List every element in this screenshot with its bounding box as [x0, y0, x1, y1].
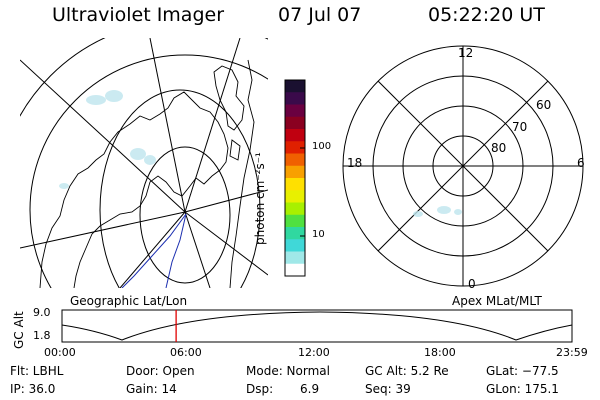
timeline-panel — [61, 309, 573, 343]
glon-info: GLon: 175.1 — [486, 382, 559, 396]
glat-info: GLat: −77.5 — [486, 364, 559, 378]
colorbar-band — [285, 129, 305, 142]
orbit-track-2 — [165, 213, 187, 288]
island-coast — [213, 65, 245, 131]
island-coast-2 — [229, 139, 241, 161]
gc-alt-tick-1: 1.8 — [33, 329, 51, 342]
meridian-6 — [184, 38, 241, 213]
colorbar — [285, 80, 305, 277]
colorbar-band — [285, 227, 305, 240]
meridian-1 — [20, 59, 186, 213]
time-tick-1800: 18:00 — [424, 346, 456, 359]
instrument-title: Ultraviolet Imager — [52, 4, 225, 26]
colorbar-band — [285, 104, 305, 118]
colorbar-band — [285, 178, 305, 191]
colorbar-unit: photon cm⁻²s⁻¹ — [253, 152, 267, 245]
altitude-curve — [61, 311, 573, 341]
door-info: Door: Open — [126, 364, 195, 378]
colorbar-band — [285, 92, 305, 105]
dsp-label: Dsp: — [246, 382, 274, 396]
meridian-5 — [149, 38, 186, 213]
mlt-label-0: 0 — [468, 277, 476, 291]
colorbar-band — [285, 251, 305, 265]
apex-label: Apex MLat/MLT — [452, 294, 542, 308]
meridian-4 — [184, 211, 268, 276]
latitude-circle-outer — [20, 38, 268, 117]
polar-plot — [342, 45, 584, 287]
latitude-circle-mid — [29, 54, 268, 288]
east-coast — [229, 59, 255, 288]
gain-info: Gain: 14 — [126, 382, 177, 396]
dsp-value: 6.9 — [300, 382, 320, 396]
colorbar-label-100: 100 — [312, 141, 332, 152]
colorbar-band — [285, 263, 305, 277]
colorbar-band — [285, 239, 305, 252]
colorbar-band — [285, 141, 305, 154]
timeline-frame — [61, 309, 573, 343]
geographic-label: Geographic Lat/Lon — [70, 294, 188, 308]
colorbar-band — [285, 153, 305, 167]
meridian-2 — [20, 211, 186, 249]
mlt-label-12: 12 — [458, 46, 474, 60]
aurora-patches-polar — [413, 206, 462, 217]
ip-info: IP: 36.0 — [10, 382, 56, 396]
mlt-label-18: 18 — [347, 156, 363, 170]
geographic-map — [20, 38, 268, 288]
time-label: 05:22:20 UT — [428, 4, 545, 26]
colorbar-band — [285, 190, 305, 203]
colorbar-band — [285, 202, 305, 216]
filter-info: Flt: LBHL — [10, 364, 64, 378]
aurora-patches-geo — [59, 90, 156, 189]
orbit-track — [121, 213, 187, 288]
gc-alt-info: GC Alt: 5.2 Re — [365, 364, 449, 378]
mlat-label-80: 80 — [491, 141, 507, 155]
time-tick-2359: 23:59 — [556, 346, 588, 359]
colorbar-band — [285, 80, 305, 93]
date-label: 07 Jul 07 — [278, 4, 362, 26]
time-tick-1200: 12:00 — [298, 346, 330, 359]
gc-alt-tick-9: 9.0 — [33, 306, 51, 319]
colorbar-label-10: 10 — [312, 229, 325, 240]
mlat-label-70: 70 — [512, 120, 528, 134]
colorbar-band — [285, 165, 305, 179]
coastline — [39, 91, 229, 288]
colorbar-band — [285, 116, 305, 130]
latitude-circle-pole — [139, 146, 231, 284]
mlt-label-6: 6 — [577, 156, 585, 170]
polar-diagonal-2 — [377, 80, 549, 252]
time-tick-0000: 00:00 — [44, 346, 76, 359]
meridian-3 — [184, 189, 268, 213]
latitude-circle-inner — [99, 89, 261, 288]
meridian-8 — [184, 211, 211, 288]
seq-info: Seq: 39 — [365, 382, 411, 396]
mlat-label-60: 60 — [536, 98, 552, 112]
colorbar-band — [285, 214, 305, 228]
gc-alt-axis-label: GC Alt — [12, 311, 26, 349]
meridian-7 — [119, 211, 186, 288]
mode-info: Mode: Normal — [246, 364, 330, 378]
time-tick-0600: 06:00 — [170, 346, 202, 359]
colorbar-frame — [284, 79, 306, 277]
